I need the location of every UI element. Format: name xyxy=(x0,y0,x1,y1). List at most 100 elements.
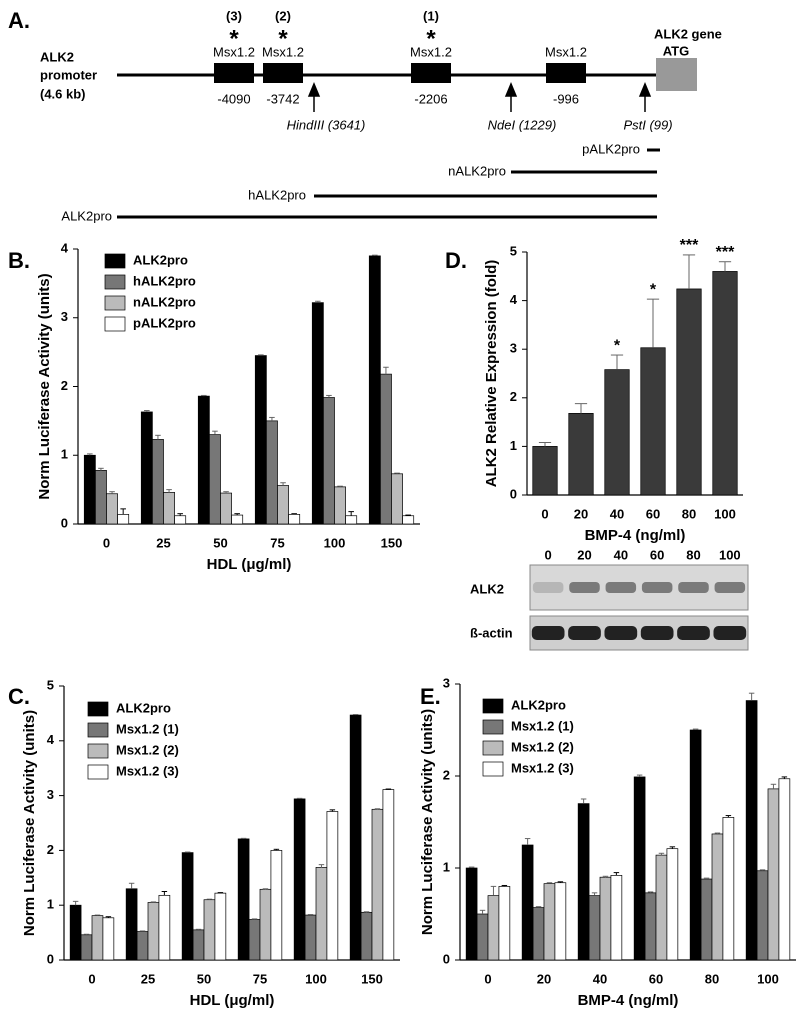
error-bar xyxy=(468,866,475,868)
construct-label: hALK2pro xyxy=(248,187,306,202)
bar xyxy=(554,882,567,961)
bar xyxy=(756,870,769,961)
bar xyxy=(174,515,187,525)
x-tick-label: 0 xyxy=(541,506,548,521)
error-bar xyxy=(296,797,303,799)
bar xyxy=(209,434,221,525)
y-axis-label: ALK2 Relative Expression (fold) xyxy=(483,260,500,488)
bar xyxy=(192,929,205,961)
bar xyxy=(136,931,149,961)
blot-band xyxy=(569,582,600,593)
error-bar xyxy=(195,928,202,930)
restriction-site: HindIII (3641) xyxy=(287,117,366,132)
legend-swatch xyxy=(87,743,109,759)
bar xyxy=(277,485,289,525)
bar xyxy=(266,420,278,525)
construct-lines xyxy=(117,148,660,219)
error-bar xyxy=(262,888,269,890)
bar xyxy=(610,875,623,961)
panel-label: A. xyxy=(8,8,30,33)
bar xyxy=(140,411,153,525)
error-bar xyxy=(326,394,332,398)
y-axis-label: Norm Luciferase Activity (units) xyxy=(419,709,436,935)
bar xyxy=(498,886,511,961)
error-bar xyxy=(161,891,168,896)
error-bar xyxy=(591,892,598,896)
legend-swatch xyxy=(482,740,504,756)
error-bar xyxy=(280,482,286,486)
bar xyxy=(304,914,317,961)
bar xyxy=(117,514,130,525)
x-tick-label: 20 xyxy=(537,971,551,986)
atg-box xyxy=(656,58,697,91)
y-tick-label: 2 xyxy=(47,842,54,857)
y-tick-label: 0 xyxy=(47,951,54,966)
error-bar xyxy=(714,832,721,834)
legend-swatch xyxy=(104,253,126,269)
construct-label: ALK2pro xyxy=(61,208,112,223)
blot-band xyxy=(568,626,601,640)
error-bar xyxy=(703,877,710,880)
blot-band xyxy=(678,582,709,593)
error-bar xyxy=(217,892,224,894)
error-bar xyxy=(658,852,665,856)
blot-frame xyxy=(529,615,749,651)
msx-box xyxy=(546,63,586,83)
error-bar xyxy=(574,403,588,414)
blot-band xyxy=(531,626,565,640)
error-bar xyxy=(479,909,486,914)
bar xyxy=(476,913,489,961)
panel-a: A. ALK2 promoter (4.6 kb) ALK2 gene ATG … xyxy=(8,8,722,224)
bar xyxy=(125,888,138,961)
bar xyxy=(288,514,301,525)
x-tick-label: 0 xyxy=(103,535,110,550)
blot-lane-label: 0 xyxy=(545,547,552,562)
x-tick-label: 20 xyxy=(574,506,588,521)
x-axis-label: BMP-4 (ng/ml) xyxy=(578,992,679,1009)
bar xyxy=(588,895,601,961)
error-bar xyxy=(490,885,497,896)
blot-lane-label: 40 xyxy=(614,547,628,562)
error-bar xyxy=(184,851,191,853)
blot-lane-label: 100 xyxy=(719,547,741,562)
error-bar xyxy=(546,882,553,884)
error-bar xyxy=(748,692,755,701)
error-bar xyxy=(307,914,314,916)
y-tick-label: 1 xyxy=(47,897,54,912)
bar xyxy=(633,776,646,961)
x-tick-label: 50 xyxy=(213,535,227,550)
bar xyxy=(368,255,381,525)
bar xyxy=(568,413,594,496)
error-bar xyxy=(318,864,325,868)
x-tick-label: 75 xyxy=(270,535,284,550)
bar xyxy=(345,515,358,525)
bar xyxy=(311,302,324,525)
bar xyxy=(248,919,261,961)
legend-label: hALK2pro xyxy=(133,273,196,288)
bar xyxy=(371,808,384,961)
legend-label: ALK2pro xyxy=(133,252,188,267)
error-bar xyxy=(212,430,218,435)
panel-label: E. xyxy=(420,684,441,709)
y-tick-label: 1 xyxy=(443,859,450,874)
panel-label: B. xyxy=(8,248,30,273)
error-bar xyxy=(139,930,146,932)
legend-swatch xyxy=(482,719,504,735)
y-axis-label: Norm Luciferase Activity (units) xyxy=(36,273,53,499)
bar xyxy=(181,852,194,961)
site-index: (2) xyxy=(275,8,291,23)
bar xyxy=(326,811,339,961)
bar xyxy=(487,895,500,961)
bar xyxy=(577,803,590,961)
bar xyxy=(745,700,758,961)
site-star: * xyxy=(278,25,288,52)
x-tick-label: 40 xyxy=(593,971,607,986)
bar xyxy=(80,934,93,961)
blot-row-label: ß-actin xyxy=(470,625,513,640)
x-tick-label: 25 xyxy=(141,971,155,986)
error-bar xyxy=(120,508,126,515)
bar xyxy=(163,492,175,525)
bar xyxy=(334,486,346,525)
error-bar xyxy=(348,511,354,516)
